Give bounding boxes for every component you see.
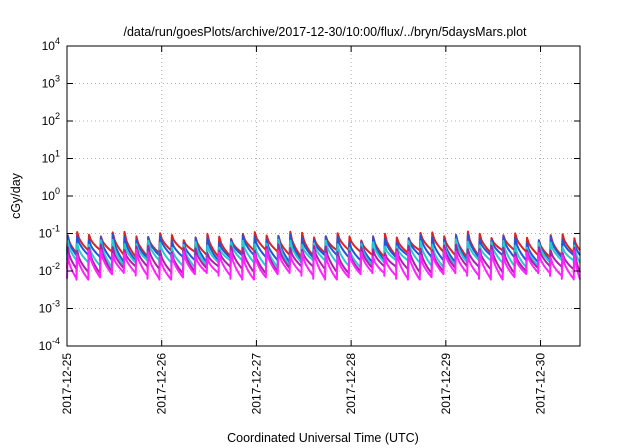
x-axis-label: Coordinated Universal Time (UTC) bbox=[227, 431, 419, 445]
series-group bbox=[66, 230, 581, 281]
y-tick-label-base: 10 bbox=[39, 227, 53, 241]
series-line bbox=[66, 248, 581, 281]
y-tick-label-exponent: 3 bbox=[55, 74, 60, 84]
y-tick-label: 101 bbox=[42, 149, 60, 166]
y-tick-label-exponent: 4 bbox=[55, 36, 60, 46]
y-tick-label-base: 10 bbox=[42, 152, 56, 166]
y-tick-label-exponent: 0 bbox=[55, 186, 60, 196]
y-tick-label-base: 10 bbox=[39, 264, 53, 278]
x-tick-label: 2017-12-26 bbox=[155, 353, 169, 415]
x-tick-label: 2017-12-30 bbox=[534, 353, 548, 415]
y-tick-label: 10-4 bbox=[39, 336, 60, 353]
y-tick-label-base: 10 bbox=[42, 114, 56, 128]
y-tick-label: 100 bbox=[42, 186, 60, 203]
x-tick-label: 2017-12-25 bbox=[60, 353, 74, 415]
y-tick-label-exponent: -4 bbox=[52, 336, 60, 346]
y-tick-label: 102 bbox=[42, 111, 60, 128]
y-tick-label-exponent: -3 bbox=[52, 299, 60, 309]
y-tick-label-base: 10 bbox=[39, 302, 53, 316]
y-tick-label-exponent: -2 bbox=[52, 261, 60, 271]
y-tick-label: 103 bbox=[42, 74, 60, 91]
y-tick-label-exponent: -1 bbox=[52, 224, 60, 234]
y-axis-label: cGy/day bbox=[9, 172, 23, 219]
y-tick-label-exponent: 1 bbox=[55, 149, 60, 159]
y-tick-label-base: 10 bbox=[39, 339, 53, 353]
chart-title: /data/run/goesPlots/archive/2017-12-30/1… bbox=[123, 25, 527, 39]
y-tick-label: 10-1 bbox=[39, 224, 60, 241]
y-tick-label: 10-2 bbox=[39, 261, 60, 278]
y-tick-label-base: 10 bbox=[42, 39, 56, 53]
y-tick-label: 104 bbox=[42, 36, 60, 53]
y-tick-label: 10-3 bbox=[39, 299, 60, 316]
x-axis: 2017-12-25 2017-12-26 2017-12-27 2017-12-28… bbox=[60, 46, 548, 414]
x-tick-label: 2017-12-28 bbox=[344, 353, 358, 415]
y-tick-label-base: 10 bbox=[42, 189, 56, 203]
y-tick-label-base: 10 bbox=[42, 77, 56, 91]
y-tick-label-exponent: 2 bbox=[55, 111, 60, 121]
x-tick-label: 2017-12-27 bbox=[249, 353, 263, 415]
grid bbox=[67, 46, 580, 346]
x-tick-label: 2017-12-29 bbox=[439, 353, 453, 415]
series-line bbox=[66, 238, 581, 269]
